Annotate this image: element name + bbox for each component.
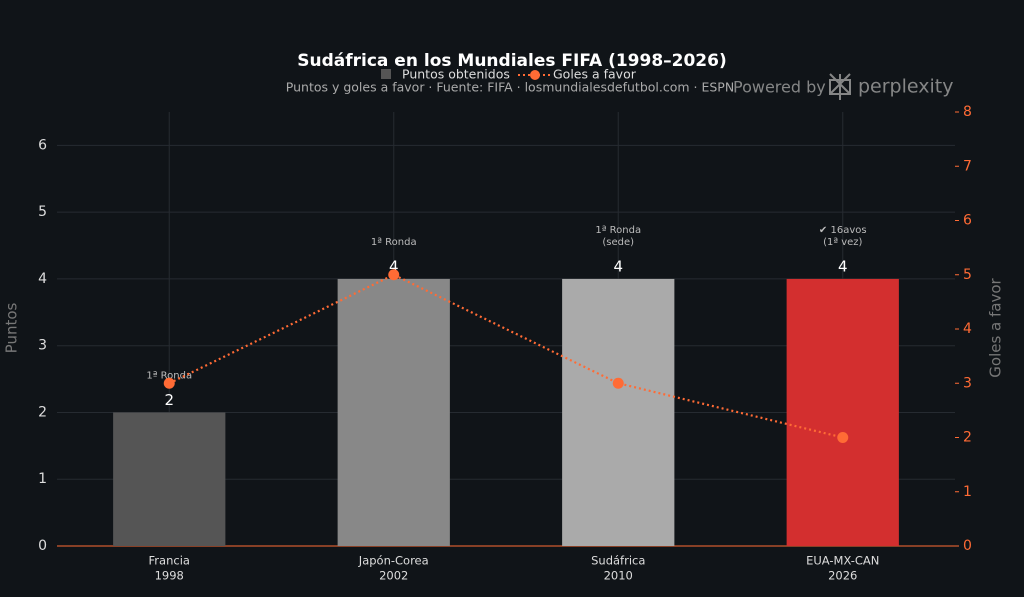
bar bbox=[786, 278, 899, 546]
bar-value-label: 2 bbox=[164, 391, 174, 409]
x-tick-label: Japón-Corea bbox=[358, 554, 429, 568]
y2-tick-label: 1 bbox=[963, 484, 972, 500]
bar bbox=[562, 278, 675, 546]
bar bbox=[337, 278, 450, 546]
y-tick-label: 0 bbox=[38, 538, 47, 554]
y2-tick-label: 6 bbox=[963, 213, 972, 229]
legend-label: Puntos obtenidos bbox=[402, 67, 510, 82]
y2-tick-label: 0 bbox=[963, 538, 972, 554]
annotation: 1ª Ronda bbox=[146, 370, 192, 381]
line-point bbox=[837, 432, 849, 443]
watermark: Powered by perplexity bbox=[733, 73, 953, 100]
chart-title: Sudáfrica en los Mundiales FIFA (1998–20… bbox=[297, 51, 726, 71]
bar-value-label: 4 bbox=[838, 257, 848, 275]
annotation: 1ª Ronda bbox=[595, 225, 641, 236]
x-tick-label: 2010 bbox=[604, 569, 633, 583]
annotation: (sede) bbox=[602, 237, 634, 248]
y2-tick-label: 5 bbox=[963, 267, 972, 283]
y2-tick-label: 2 bbox=[963, 430, 972, 446]
line-point bbox=[163, 377, 175, 389]
line-point bbox=[388, 269, 400, 281]
x-tick-label: EUA-MX-CAN bbox=[806, 554, 879, 568]
chart-subtitle: Puntos y goles a favor · Fuente: FIFA · … bbox=[286, 80, 734, 95]
y-tick-label: 1 bbox=[38, 471, 47, 487]
annotation: 1ª Ronda bbox=[371, 237, 417, 248]
x-tick-label: Francia bbox=[149, 554, 190, 568]
line-point bbox=[612, 377, 624, 389]
legend-label: Goles a favor bbox=[553, 67, 637, 82]
bar-value-label: 4 bbox=[613, 257, 623, 275]
watermark-logo bbox=[829, 73, 851, 100]
y-tick-label: 5 bbox=[38, 204, 47, 220]
watermark-prefix: Powered by bbox=[733, 78, 826, 97]
y2-tick-label: 3 bbox=[963, 375, 972, 391]
y-tick-label: 3 bbox=[38, 338, 47, 354]
watermark-brand: perplexity bbox=[858, 76, 953, 98]
y2-axis-title: Goles a favor bbox=[987, 277, 1005, 377]
annotation: (1ª vez) bbox=[823, 237, 862, 248]
bar bbox=[113, 412, 226, 546]
y2-tick-label: 8 bbox=[963, 104, 972, 120]
x-tick-label: 2002 bbox=[379, 569, 408, 583]
x-tick-label: 1998 bbox=[155, 569, 184, 583]
annotation: ✔ 16avos bbox=[819, 225, 867, 236]
x-tick-label: 2026 bbox=[828, 569, 857, 583]
legend: Puntos obtenidos Goles a favor bbox=[381, 67, 637, 82]
legend-swatch bbox=[530, 70, 540, 80]
y-tick-label: 6 bbox=[38, 137, 47, 153]
y-tick-label: 2 bbox=[38, 404, 47, 420]
y2-tick-label: 4 bbox=[963, 321, 972, 337]
y-tick-label: 4 bbox=[38, 271, 47, 287]
y-axis-title: Puntos bbox=[3, 302, 21, 353]
y2-tick-label: 7 bbox=[963, 158, 972, 174]
x-tick-label: Sudáfrica bbox=[591, 554, 645, 568]
legend-swatch bbox=[381, 69, 391, 79]
bar-value-label: 4 bbox=[389, 257, 399, 275]
